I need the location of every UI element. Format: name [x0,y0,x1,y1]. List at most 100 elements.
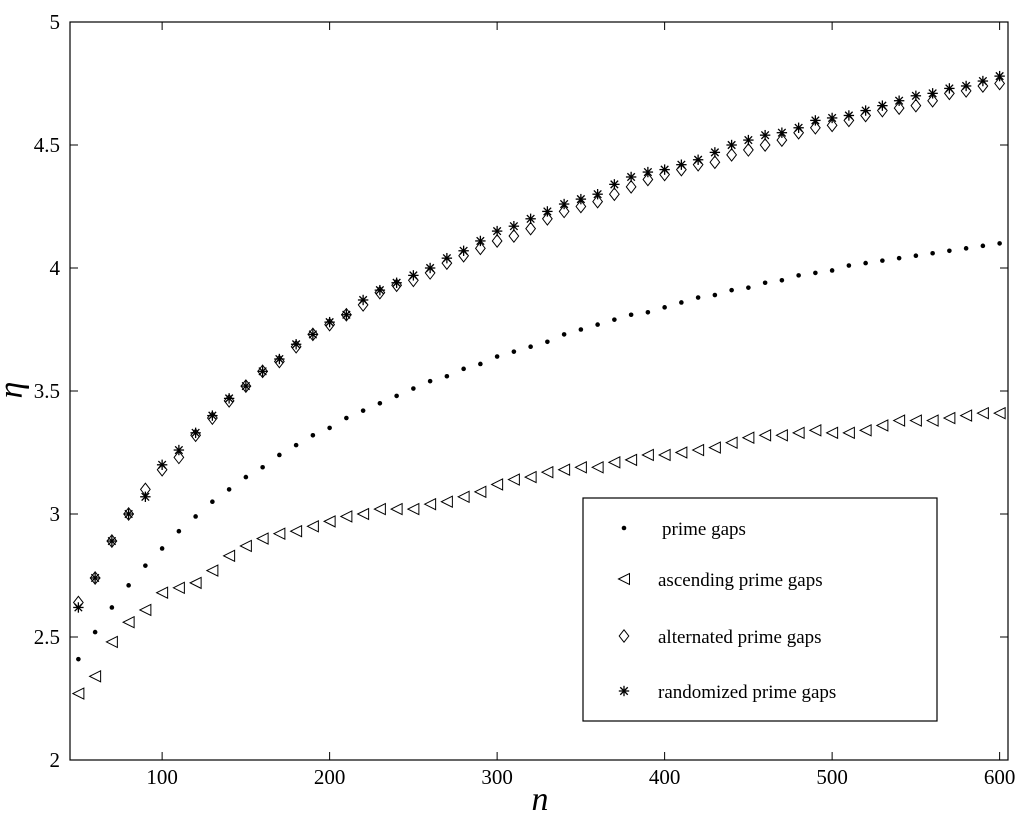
data-point [123,508,134,520]
data-point [88,670,102,683]
data-point [575,193,587,205]
data-point [759,129,771,141]
x-tick-label: 300 [481,765,513,789]
data-point [123,506,135,522]
data-point [776,133,788,148]
data-point [474,241,486,256]
data-point [289,524,303,538]
data-point [461,366,466,372]
data-point [910,98,922,113]
data-point [994,70,1005,82]
data-point [863,260,868,266]
data-point [826,112,838,124]
data-point [307,327,319,342]
data-point [390,502,403,516]
data-point [846,263,852,268]
y-axis-label: η [0,382,30,399]
y-tick-label: 3 [50,502,61,526]
series-prime-gaps [76,241,1002,662]
legend-label: alternated prime gaps [658,627,822,648]
data-point [746,285,751,290]
data-point [190,427,201,439]
data-point [89,572,101,584]
data-point [692,154,704,165]
data-point [808,424,822,437]
data-point [257,366,268,377]
data-point [408,270,419,281]
data-point [558,198,570,210]
data-point [360,408,366,413]
data-point [260,464,265,470]
data-point [743,134,754,146]
data-point [357,294,369,306]
data-point [930,250,935,256]
data-point [708,441,721,454]
data-point [122,615,135,629]
data-point [809,120,821,135]
legend-label: randomized prime gaps [658,682,836,703]
data-point [356,507,370,521]
data-point [440,495,453,509]
data-point [608,187,620,202]
data-point [374,284,386,296]
data-point [524,470,537,484]
data-point [545,339,550,345]
x-tick-label: 200 [314,765,346,789]
data-point [138,603,152,617]
data-point [423,497,437,511]
series-randomized-prime-gaps [73,70,1005,613]
data-point [391,277,402,288]
data-point [726,147,738,162]
data-point [210,499,215,505]
data-point [344,415,349,421]
data-point [394,393,399,399]
data-point [758,428,772,442]
data-point [674,446,688,459]
data-point [156,459,168,470]
data-point [240,380,252,392]
data-point [829,268,835,273]
data-point [575,199,587,214]
data-point [226,487,232,492]
data-point [793,122,804,133]
data-point [642,166,654,178]
data-point [726,139,737,151]
data-point [541,211,553,226]
data-point [591,460,604,474]
data-point [561,332,567,337]
x-tick-label: 400 [649,765,681,789]
data-point [193,514,198,519]
data-point [860,105,871,116]
data-point [277,452,282,458]
data-point [662,305,667,310]
data-point [993,406,1006,420]
data-point [997,241,1002,246]
data-point [73,602,84,613]
data-point [893,95,905,106]
data-point [490,478,504,491]
data-point [525,213,536,224]
data-point [842,426,855,440]
data-point [427,378,433,384]
data-point [775,428,788,442]
data-point [595,322,600,327]
data-point [528,344,533,350]
data-point [792,426,805,440]
data-point [444,373,450,379]
data-point [176,528,182,534]
data-point [411,386,416,391]
data-point [557,463,571,477]
data-point [880,258,885,263]
data-point [725,436,738,449]
data-point [327,425,332,431]
data-point [980,243,986,249]
data-point [310,432,316,438]
legend-marker [618,628,630,644]
data-point [140,491,151,502]
data-point [759,137,771,153]
data-point [377,401,383,406]
y-tick-label: 3.5 [34,379,60,403]
x-tick-label: 600 [984,765,1016,789]
data-point [927,93,939,108]
data-point [709,147,721,158]
